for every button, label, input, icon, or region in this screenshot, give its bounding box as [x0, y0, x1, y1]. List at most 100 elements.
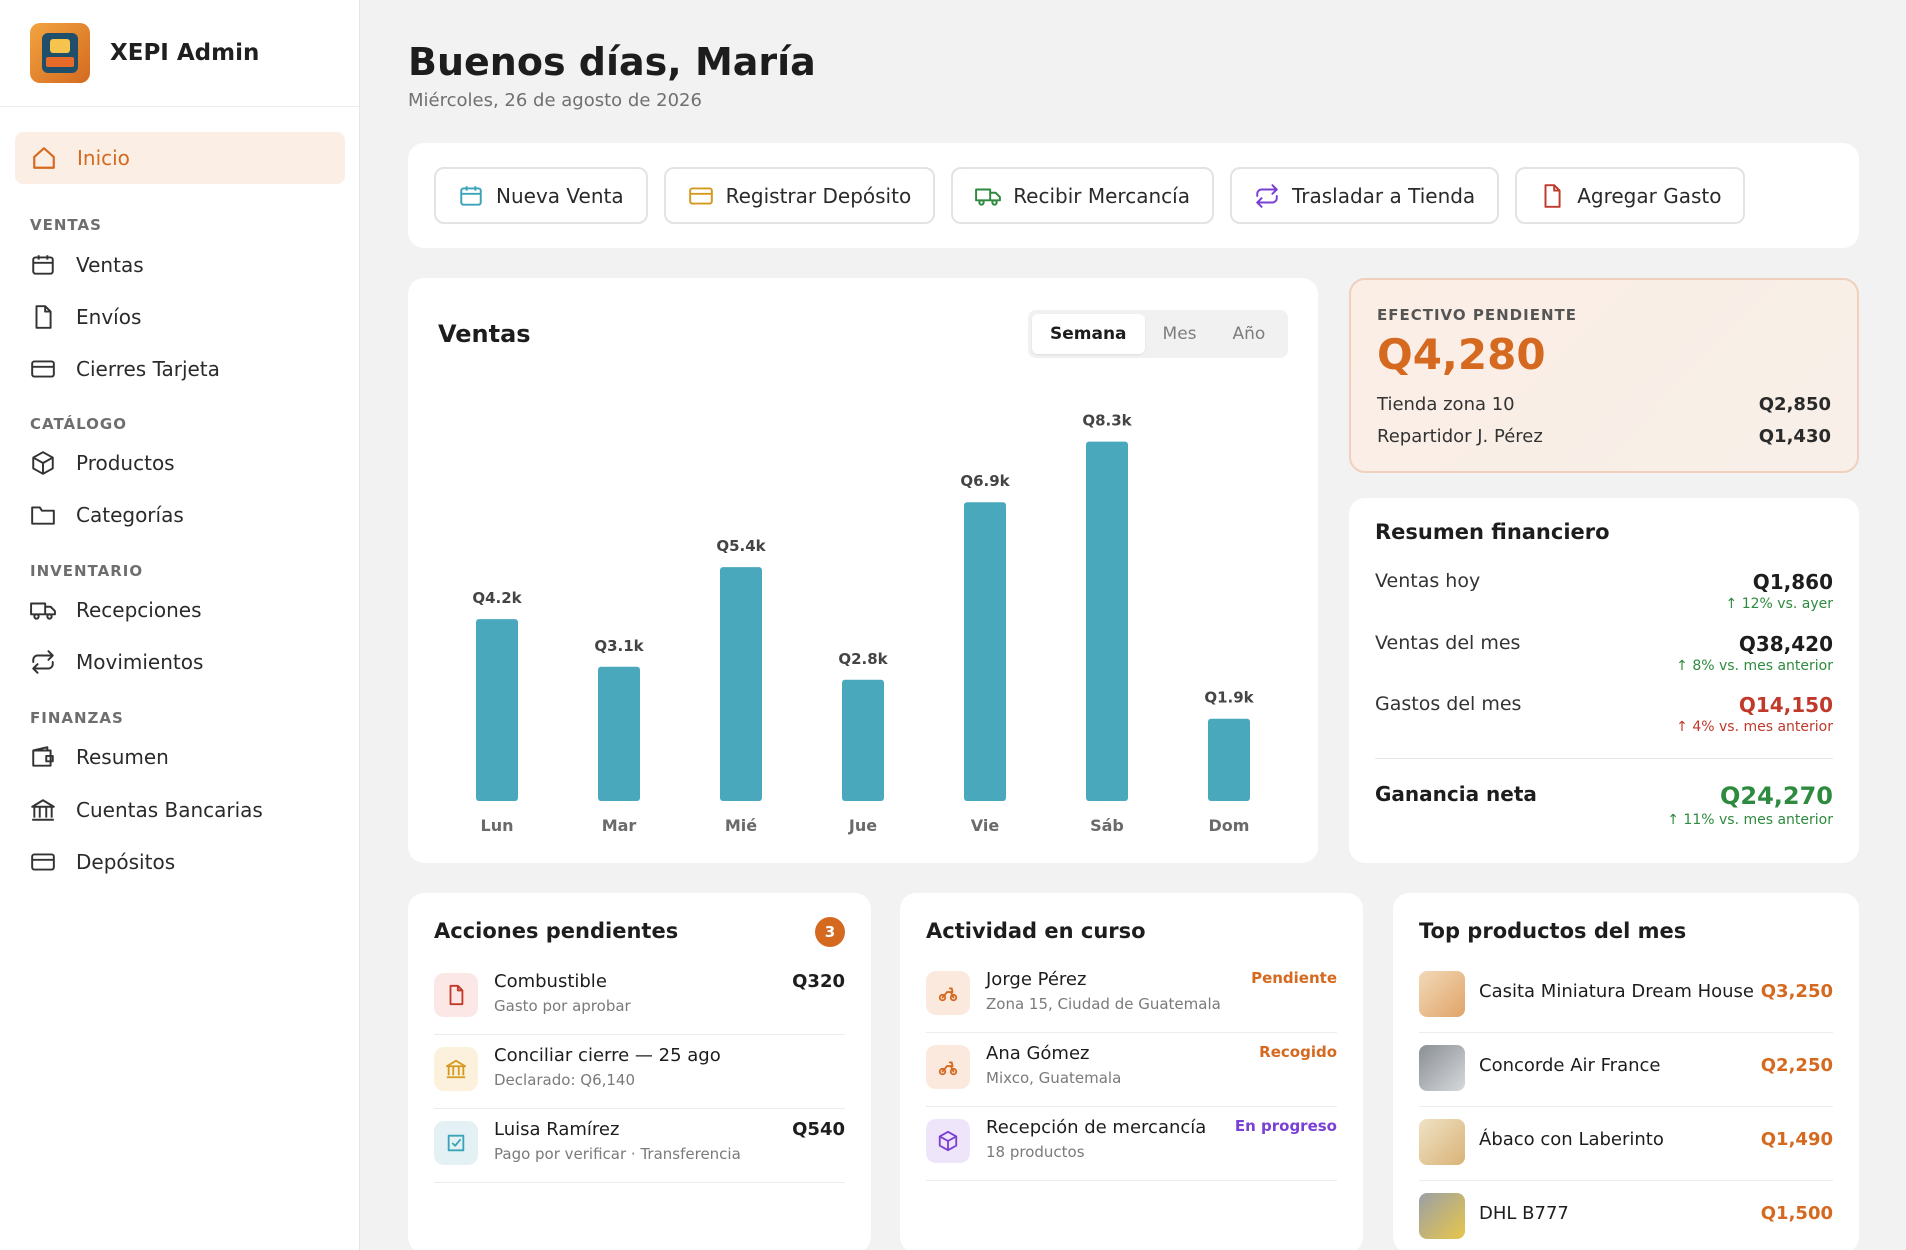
x-tick-label: Mié [725, 816, 757, 835]
pending-actions-card: Acciones pendientes 3 Combustible Gasto … [408, 893, 871, 1250]
period-tab-mes[interactable]: Mes [1162, 324, 1197, 344]
brand[interactable]: XEPI Admin [0, 0, 359, 107]
x-tick-label: Vie [971, 816, 1000, 835]
bar-mar[interactable] [598, 666, 640, 801]
product-value: Q2,250 [1760, 1055, 1833, 1076]
sidebar-item-cierres-tarjeta[interactable]: Cierres Tarjeta [30, 353, 220, 385]
fin-row-label: Ventas hoy [1375, 570, 1481, 592]
sidebar-item-productos[interactable]: Productos [30, 447, 175, 479]
bar-lun[interactable] [476, 619, 518, 801]
transfer-icon [1254, 183, 1280, 209]
truck-icon [30, 597, 56, 623]
period-selector: Semana Mes Año [1028, 310, 1288, 358]
top-products-card: Top productos del mes Casita Miniatura D… [1393, 893, 1859, 1250]
status-badge: Pendiente [1251, 969, 1337, 987]
sidebar-item-label: Recepciones [76, 598, 202, 622]
brand-name: XEPI Admin [110, 40, 260, 66]
trasladar-a-tienda-button[interactable]: Trasladar a Tienda [1229, 167, 1500, 224]
file-icon [1539, 183, 1565, 209]
data-label: Q5.4k [716, 537, 766, 555]
list-item[interactable]: Combustible Gasto por aprobar Q320 [434, 961, 845, 1035]
sidebar-item-resumen[interactable]: Resumen [30, 741, 169, 773]
bar-jue[interactable] [842, 679, 884, 801]
list-item[interactable]: Casita Miniatura Dream House Q3,250 [1419, 959, 1833, 1033]
x-tick-label: Mar [602, 816, 637, 835]
list-item-title: Combustible [494, 971, 607, 992]
product-thumbnail [1419, 971, 1465, 1017]
data-label: Q8.3k [1082, 412, 1132, 430]
financial-summary-title: Resumen financiero [1375, 520, 1610, 544]
cash-row-value: Q2,850 [1758, 394, 1831, 415]
fin-row-delta: ↑ 11% vs. mes anterior [1667, 812, 1833, 828]
product-name: Ábaco con Laberinto [1479, 1129, 1664, 1150]
bar-dom[interactable] [1208, 718, 1250, 801]
bar-mié[interactable] [720, 567, 762, 801]
data-label: Q3.1k [594, 637, 644, 655]
divider [1375, 758, 1833, 759]
fin-row-delta: ↑ 4% vs. mes anterior [1676, 719, 1833, 735]
product-value: Q3,250 [1760, 981, 1833, 1002]
sales-chart-card: Ventas Semana Mes Año Q4.2k Lun Q3.1k Mar Q5… [408, 278, 1318, 863]
recibir-mercancia-button[interactable]: Recibir Mercancía [951, 167, 1214, 224]
nueva-venta-button[interactable]: Nueva Venta [434, 167, 648, 224]
period-tab-semana[interactable]: Semana [1032, 314, 1145, 354]
cash-pending-amount: Q4,280 [1377, 330, 1546, 379]
list-item[interactable]: Ana Gómez Mixco, Guatemala Recogido [926, 1033, 1337, 1107]
period-tab-ano[interactable]: Año [1232, 324, 1266, 344]
product-name: DHL B777 [1479, 1203, 1569, 1224]
sidebar-item-ventas[interactable]: Ventas [30, 249, 144, 281]
cash-row-label: Tienda zona 10 [1377, 394, 1515, 415]
sidebar-item-label: Movimientos [76, 650, 204, 674]
cash-pending-card[interactable]: EFECTIVO PENDIENTE Q4,280 Tienda zona 10… [1349, 278, 1859, 473]
sidebar-item-label: Cuentas Bancarias [76, 798, 263, 822]
bar-vie[interactable] [964, 502, 1006, 801]
product-thumbnail [1419, 1045, 1465, 1091]
page-date: Miércoles, 26 de agosto de 2026 [408, 90, 702, 111]
sidebar-section-ventas: VENTAS [30, 216, 102, 234]
fin-row-value: Q1,860 [1752, 570, 1833, 594]
bar-sáb[interactable] [1086, 441, 1128, 801]
wallet-icon [30, 744, 56, 770]
list-item-title: Conciliar cierre — 25 ago [494, 1045, 721, 1066]
list-item-title: Recepción de mercancía [986, 1117, 1207, 1138]
sidebar-item-envios[interactable]: Envíos [30, 301, 141, 333]
cash-row-label: Repartidor J. Pérez [1377, 426, 1543, 447]
sidebar-item-label: Inicio [77, 146, 130, 170]
top-products-title: Top productos del mes [1419, 919, 1687, 943]
sidebar-item-cuentas-bancarias[interactable]: Cuentas Bancarias [30, 794, 263, 826]
list-item-subtitle: Pago por verificar · Transferencia [494, 1145, 741, 1163]
list-item[interactable]: Recepción de mercancía 18 productos En p… [926, 1107, 1337, 1181]
sidebar-item-label: Categorías [76, 503, 184, 527]
list-item[interactable]: Jorge Pérez Zona 15, Ciudad de Guatemala… [926, 959, 1337, 1033]
card-icon [30, 356, 56, 382]
product-thumbnail [1419, 1119, 1465, 1165]
pending-actions-title: Acciones pendientes [434, 919, 679, 943]
page-title: Buenos días, María [408, 40, 816, 84]
button-label: Nueva Venta [496, 183, 624, 208]
list-item-subtitle: Gasto por aprobar [494, 997, 631, 1015]
list-item[interactable]: Concorde Air France Q2,250 [1419, 1033, 1833, 1107]
sidebar-item-movimientos[interactable]: Movimientos [30, 646, 203, 678]
data-label: Q4.2k [472, 589, 522, 607]
agregar-gasto-button[interactable]: Agregar Gasto [1515, 167, 1746, 224]
fin-row-value: Q38,420 [1738, 632, 1833, 656]
sidebar-item-inicio[interactable]: Inicio [15, 132, 345, 184]
status-badge: En progreso [1234, 1117, 1337, 1135]
calendar-icon [30, 252, 56, 278]
sales-chart-title: Ventas [438, 320, 531, 348]
data-label: Q6.9k [960, 472, 1010, 490]
list-item[interactable]: Conciliar cierre — 25 ago Declarado: Q6,… [434, 1035, 845, 1109]
product-thumbnail [1419, 1193, 1465, 1239]
sidebar-item-depositos[interactable]: Depósitos [30, 846, 175, 878]
x-tick-label: Dom [1209, 816, 1250, 835]
sidebar-item-recepciones[interactable]: Recepciones [30, 594, 202, 626]
sidebar-item-categorias[interactable]: Categorías [30, 499, 184, 531]
registrar-deposito-button[interactable]: Registrar Depósito [663, 167, 936, 224]
list-item[interactable]: DHL B777 Q1,500 [1419, 1181, 1833, 1250]
list-item[interactable]: Luisa Ramírez Pago por verificar · Trans… [434, 1109, 845, 1183]
button-label: Trasladar a Tienda [1291, 183, 1476, 208]
list-item[interactable]: Ábaco con Laberinto Q1,490 [1419, 1107, 1833, 1181]
brand-logo [30, 23, 90, 83]
cash-pending-row: Repartidor J. Pérez Q1,430 [1377, 426, 1831, 447]
bank-icon [434, 1047, 478, 1091]
